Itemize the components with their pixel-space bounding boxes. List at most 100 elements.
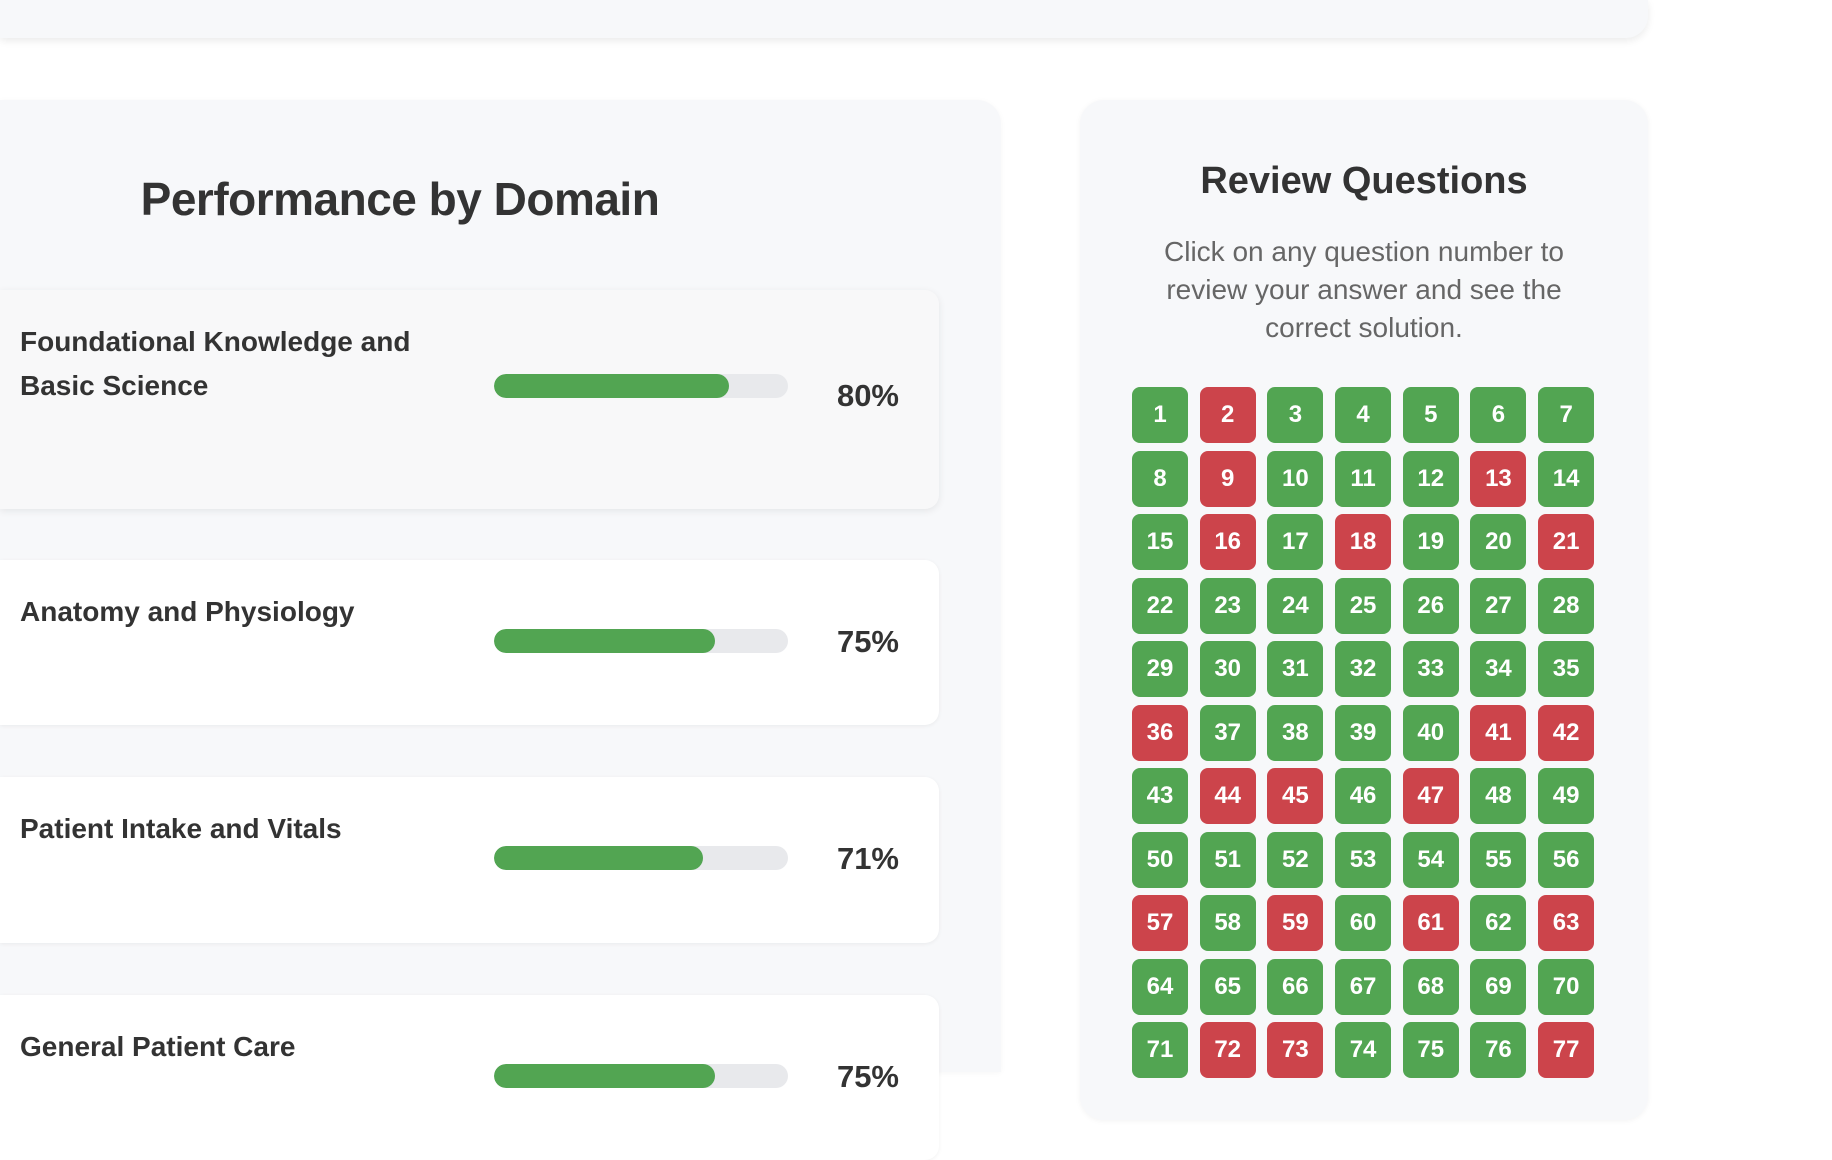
domain-progress-bar: [494, 374, 788, 398]
question-button-57[interactable]: 57: [1132, 895, 1188, 951]
question-button-22[interactable]: 22: [1132, 577, 1188, 634]
top-header-bar: [0, 0, 1648, 38]
question-button-71[interactable]: 71: [1132, 1022, 1188, 1078]
domain-progress-fill: [494, 629, 715, 653]
question-button-66[interactable]: 66: [1267, 958, 1324, 1015]
question-button-11[interactable]: 11: [1335, 450, 1392, 507]
question-button-75[interactable]: 75: [1402, 1022, 1459, 1078]
domain-progress-fill: [494, 846, 703, 870]
question-button-26[interactable]: 26: [1402, 577, 1459, 634]
question-button-51[interactable]: 51: [1199, 831, 1256, 888]
question-button-16[interactable]: 16: [1199, 514, 1256, 570]
domain-progress-bar: [494, 846, 788, 870]
question-button-50[interactable]: 50: [1132, 831, 1188, 888]
question-button-59[interactable]: 59: [1267, 895, 1324, 951]
domain-percent: 75%: [836, 624, 899, 659]
question-button-27[interactable]: 27: [1470, 577, 1527, 634]
question-button-13[interactable]: 13: [1470, 450, 1527, 507]
question-button-34[interactable]: 34: [1470, 641, 1527, 697]
review-description: Click on any question number to review y…: [1164, 236, 1564, 343]
domain-item[interactable]: General Patient Care 75%: [0, 995, 939, 1160]
question-button-29[interactable]: 29: [1132, 641, 1188, 697]
question-button-69[interactable]: 69: [1470, 958, 1527, 1015]
question-button-42[interactable]: 42: [1538, 704, 1595, 761]
question-button-8[interactable]: 8: [1132, 450, 1188, 507]
question-button-37[interactable]: 37: [1199, 704, 1256, 761]
question-button-17[interactable]: 17: [1267, 514, 1324, 570]
question-button-24[interactable]: 24: [1267, 577, 1324, 634]
question-button-62[interactable]: 62: [1470, 895, 1527, 951]
question-button-72[interactable]: 72: [1199, 1022, 1256, 1078]
question-button-65[interactable]: 65: [1199, 958, 1256, 1015]
question-button-25[interactable]: 25: [1335, 577, 1392, 634]
question-button-14[interactable]: 14: [1538, 450, 1595, 507]
question-grid: 1 2 3 4 5 6 7 8 9 10 11 12 13 14 15 16 17 18 19 20 21 22 23 24 2…: [1132, 387, 1595, 1078]
performance-title: Performance by Domain: [140, 173, 660, 225]
question-button-67[interactable]: 67: [1335, 958, 1392, 1015]
question-button-38[interactable]: 38: [1267, 704, 1324, 761]
question-button-19[interactable]: 19: [1402, 514, 1459, 570]
question-button-61[interactable]: 61: [1402, 895, 1459, 951]
domain-name: Patient Intake and Vitals: [20, 813, 342, 844]
question-button-43[interactable]: 43: [1132, 768, 1188, 824]
question-button-7[interactable]: 7: [1538, 387, 1595, 443]
question-button-15[interactable]: 15: [1132, 514, 1188, 570]
domain-name: General Patient Care: [20, 1031, 296, 1062]
domain-progress-fill: [494, 1064, 715, 1088]
question-button-77[interactable]: 77: [1538, 1022, 1595, 1078]
question-button-55[interactable]: 55: [1470, 831, 1527, 888]
question-button-53[interactable]: 53: [1335, 831, 1392, 888]
domain-percent: 75%: [836, 1059, 899, 1094]
question-button-21[interactable]: 21: [1538, 514, 1595, 570]
question-button-48[interactable]: 48: [1470, 768, 1527, 824]
question-button-60[interactable]: 60: [1335, 895, 1392, 951]
question-button-46[interactable]: 46: [1335, 768, 1392, 824]
question-button-70[interactable]: 70: [1538, 958, 1595, 1015]
question-button-76[interactable]: 76: [1470, 1022, 1527, 1078]
question-button-18[interactable]: 18: [1335, 514, 1392, 570]
question-button-39[interactable]: 39: [1335, 704, 1392, 761]
question-button-20[interactable]: 20: [1470, 514, 1527, 570]
question-button-33[interactable]: 33: [1402, 641, 1459, 697]
question-button-64[interactable]: 64: [1132, 958, 1188, 1015]
review-questions-card: Review Questions Click on any question n…: [1080, 100, 1648, 1120]
review-title: Review Questions: [1200, 160, 1528, 202]
question-button-9[interactable]: 9: [1199, 450, 1256, 507]
question-button-35[interactable]: 35: [1538, 641, 1595, 697]
question-button-56[interactable]: 56: [1538, 831, 1595, 888]
question-button-52[interactable]: 52: [1267, 831, 1324, 888]
question-button-36[interactable]: 36: [1132, 704, 1188, 761]
question-button-23[interactable]: 23: [1199, 577, 1256, 634]
question-button-73[interactable]: 73: [1267, 1022, 1324, 1078]
question-button-63[interactable]: 63: [1538, 895, 1595, 951]
question-button-47[interactable]: 47: [1402, 768, 1459, 824]
question-button-41[interactable]: 41: [1470, 704, 1527, 761]
question-button-49[interactable]: 49: [1538, 768, 1595, 824]
question-button-3[interactable]: 3: [1267, 387, 1324, 443]
question-button-44[interactable]: 44: [1199, 768, 1256, 824]
question-button-12[interactable]: 12: [1402, 450, 1459, 507]
domain-name: Foundational Knowledge and Basic Science: [20, 326, 411, 401]
domain-item[interactable]: Patient Intake and Vitals 71%: [0, 777, 939, 943]
question-button-30[interactable]: 30: [1199, 641, 1256, 697]
domain-name: Anatomy and Physiology: [20, 596, 355, 627]
question-button-1[interactable]: 1: [1132, 387, 1188, 443]
domain-item[interactable]: Anatomy and Physiology 75%: [0, 560, 939, 725]
question-button-32[interactable]: 32: [1335, 641, 1392, 697]
domain-percent: 71%: [836, 841, 899, 876]
question-button-45[interactable]: 45: [1267, 768, 1324, 824]
question-button-10[interactable]: 10: [1267, 450, 1324, 507]
question-button-4[interactable]: 4: [1335, 387, 1392, 443]
question-button-54[interactable]: 54: [1402, 831, 1459, 888]
question-button-5[interactable]: 5: [1402, 387, 1459, 443]
question-button-2[interactable]: 2: [1199, 387, 1256, 443]
domain-progress-bar: [494, 629, 788, 653]
question-button-74[interactable]: 74: [1335, 1022, 1392, 1078]
question-button-40[interactable]: 40: [1402, 704, 1459, 761]
question-button-28[interactable]: 28: [1538, 577, 1595, 634]
question-button-31[interactable]: 31: [1267, 641, 1324, 697]
question-button-6[interactable]: 6: [1470, 387, 1527, 443]
question-button-68[interactable]: 68: [1402, 958, 1459, 1015]
domain-item[interactable]: Foundational Knowledge and Basic Science…: [0, 290, 939, 509]
question-button-58[interactable]: 58: [1199, 895, 1256, 951]
